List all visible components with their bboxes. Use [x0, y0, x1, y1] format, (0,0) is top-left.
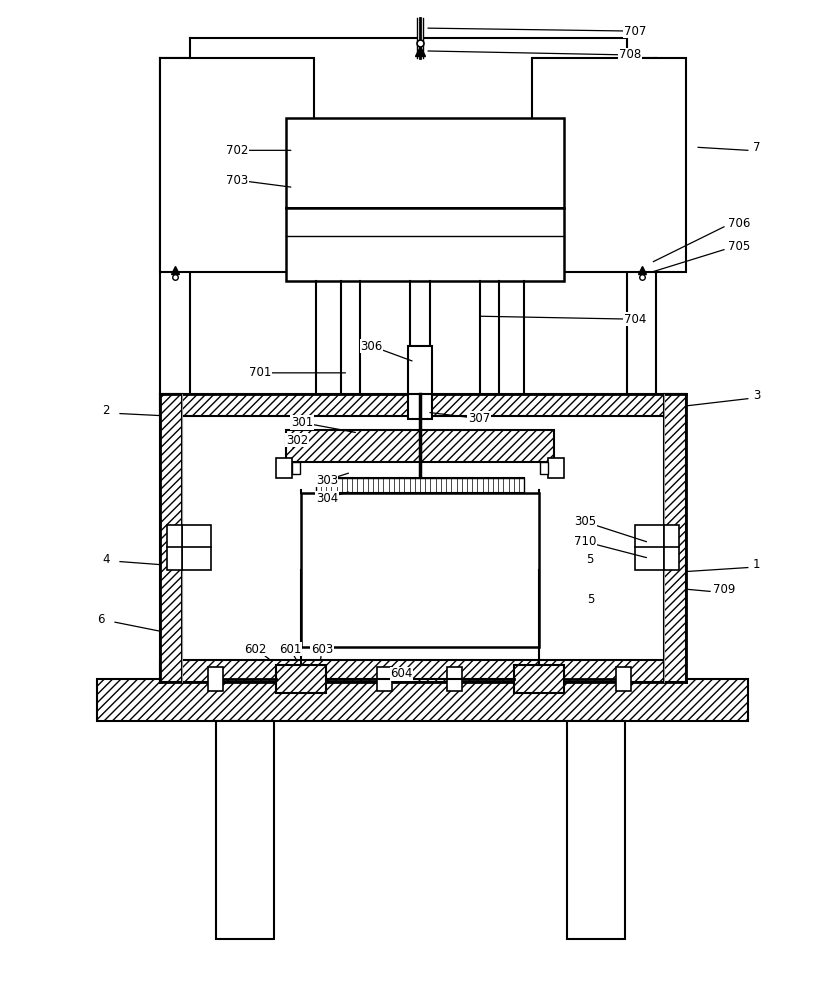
- Text: 707: 707: [428, 25, 646, 38]
- Text: 3: 3: [753, 389, 760, 402]
- Bar: [286, 208, 564, 281]
- Text: 701: 701: [249, 366, 345, 379]
- Text: 704: 704: [480, 313, 646, 326]
- Bar: [97, 679, 748, 721]
- Bar: [567, 721, 625, 939]
- Bar: [208, 667, 223, 691]
- Bar: [160, 394, 181, 682]
- Text: 603: 603: [311, 643, 333, 659]
- Text: 301: 301: [291, 416, 355, 432]
- Bar: [276, 458, 291, 478]
- Text: 709: 709: [713, 583, 736, 596]
- Text: 4: 4: [102, 553, 109, 566]
- Bar: [316, 478, 524, 493]
- Text: 604: 604: [391, 667, 412, 680]
- Bar: [160, 58, 313, 272]
- Text: 708: 708: [428, 48, 641, 61]
- Bar: [286, 118, 564, 208]
- Bar: [166, 525, 181, 570]
- Text: 705: 705: [728, 240, 750, 253]
- Text: 6: 6: [97, 613, 105, 626]
- Text: 702: 702: [226, 144, 291, 157]
- Bar: [291, 462, 300, 474]
- Bar: [533, 58, 686, 272]
- Text: 306: 306: [360, 340, 412, 361]
- Text: 7: 7: [753, 141, 760, 154]
- Bar: [634, 525, 664, 570]
- Text: 602: 602: [244, 643, 269, 659]
- Bar: [160, 660, 686, 682]
- Bar: [301, 493, 539, 647]
- Bar: [549, 458, 564, 478]
- Text: 5: 5: [585, 553, 593, 566]
- Text: 710: 710: [574, 535, 647, 558]
- Bar: [664, 525, 680, 570]
- Text: 703: 703: [226, 174, 291, 187]
- Text: 305: 305: [574, 515, 647, 542]
- Bar: [616, 667, 631, 691]
- Bar: [276, 665, 326, 693]
- Bar: [286, 430, 554, 462]
- Bar: [514, 665, 564, 693]
- Text: 706: 706: [728, 217, 750, 230]
- Bar: [408, 346, 432, 396]
- Text: 303: 303: [316, 473, 349, 487]
- Bar: [377, 667, 392, 691]
- Bar: [447, 667, 462, 691]
- Text: 304: 304: [316, 492, 349, 505]
- Text: 1: 1: [753, 558, 760, 571]
- Bar: [408, 394, 432, 419]
- Bar: [540, 462, 549, 474]
- Bar: [160, 394, 686, 416]
- Text: 307: 307: [430, 412, 490, 425]
- Bar: [664, 394, 686, 682]
- Bar: [217, 721, 274, 939]
- Text: 2: 2: [102, 404, 109, 417]
- Text: 302: 302: [286, 434, 308, 448]
- Text: 601: 601: [279, 643, 302, 659]
- Bar: [181, 525, 212, 570]
- Text: 5: 5: [587, 593, 594, 606]
